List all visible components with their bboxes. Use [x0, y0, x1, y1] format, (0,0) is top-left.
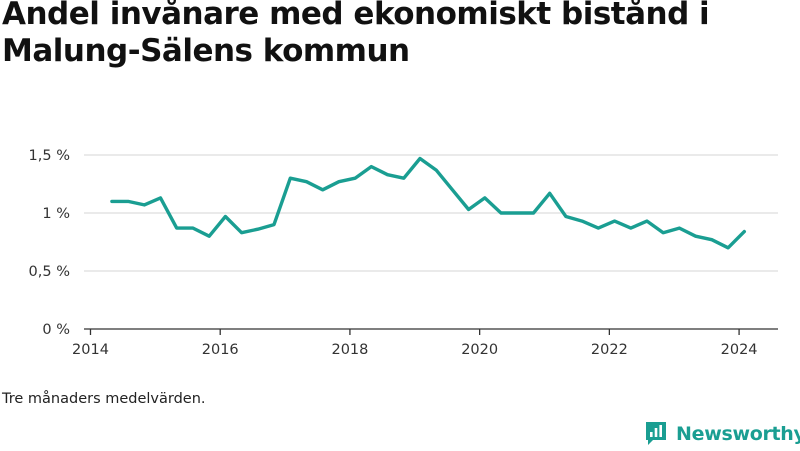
data-point	[548, 192, 551, 195]
grid-lines	[84, 154, 778, 272]
data-point	[370, 165, 373, 168]
data-point	[110, 200, 114, 203]
data-point	[710, 238, 714, 241]
newsworthy-brand: Newsworthy	[644, 420, 800, 448]
data-point	[159, 196, 162, 200]
data-point	[661, 231, 665, 234]
x-tick-label: 2024	[721, 342, 758, 358]
data-point	[418, 157, 422, 160]
data-point	[256, 228, 260, 231]
data-point	[191, 226, 195, 230]
y-axis-ticks: 0 % 0,5 % 1 % 1,5 %	[29, 148, 70, 338]
data-point	[532, 211, 535, 215]
x-tick-label: 2018	[331, 342, 368, 358]
data-point	[743, 230, 746, 233]
data-point	[289, 177, 292, 180]
chart-note: Tre månaders medelvärden.	[2, 391, 206, 407]
data-point	[143, 203, 146, 207]
series-layer	[110, 156, 746, 250]
data-point	[613, 219, 616, 223]
data-point	[207, 235, 211, 238]
x-tick-label: 2014	[72, 342, 109, 358]
newsworthy-logo-icon	[644, 421, 668, 447]
data-point	[434, 168, 438, 172]
x-tick-label: 2020	[461, 342, 498, 358]
y-tick-label: 1 %	[42, 206, 70, 222]
data-point	[305, 180, 308, 183]
data-point	[386, 173, 389, 176]
data-point	[564, 215, 568, 218]
series-line	[110, 156, 746, 250]
data-point	[499, 211, 503, 215]
data-point	[516, 211, 519, 215]
data-point	[272, 223, 276, 226]
data-point	[467, 208, 470, 211]
data-point	[694, 235, 697, 238]
data-point	[175, 226, 178, 230]
data-point	[580, 219, 584, 223]
data-point	[645, 219, 649, 223]
data-point	[597, 226, 600, 230]
data-point	[726, 246, 730, 249]
data-point	[337, 180, 341, 183]
data-point	[353, 177, 357, 180]
x-tick-label: 2016	[202, 342, 239, 358]
x-axis: 2014 2016 2018 2020 2022 2024	[72, 328, 778, 358]
data-point	[483, 196, 487, 200]
data-point	[321, 188, 324, 191]
data-point	[224, 215, 227, 218]
data-point	[678, 226, 681, 230]
data-point	[402, 177, 405, 180]
data-point	[451, 188, 454, 191]
y-tick-label: 0 %	[42, 322, 70, 338]
x-tick-label: 2022	[591, 342, 628, 358]
newsworthy-brand-name: Newsworthy	[676, 423, 800, 445]
y-tick-label: 1,5 %	[29, 148, 70, 164]
y-tick-label: 0,5 %	[29, 264, 70, 280]
data-point	[629, 226, 632, 230]
data-point	[240, 231, 243, 234]
chart-title: Andel invånare med ekonomiskt bistånd i …	[2, 0, 710, 69]
data-point	[126, 200, 130, 203]
